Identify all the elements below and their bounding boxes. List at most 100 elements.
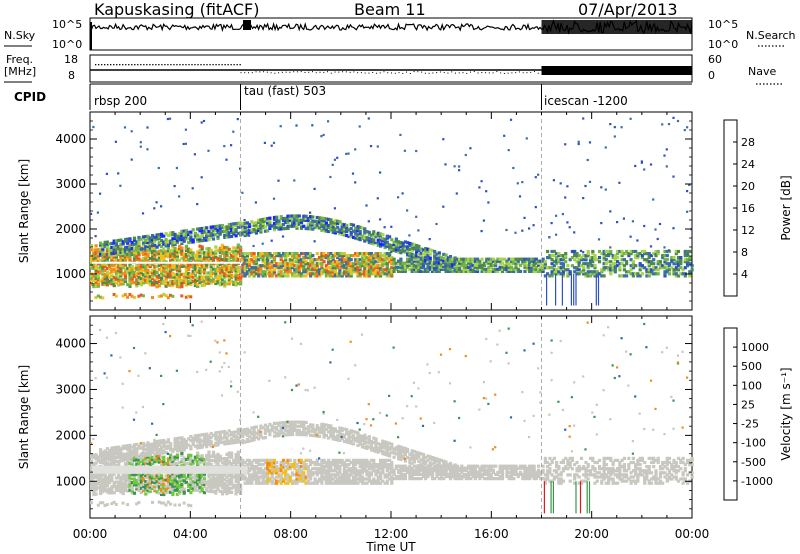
- data-pixel: [196, 451, 200, 455]
- data-pixel: [121, 264, 125, 268]
- data-pixel: [297, 262, 301, 266]
- data-pixel: [564, 256, 568, 260]
- data-pixel: [126, 266, 130, 270]
- data-pixel: [369, 254, 374, 258]
- data-pixel: [336, 254, 340, 258]
- data-pixel: [223, 272, 227, 276]
- data-pixel: [616, 221, 619, 224]
- data-pixel: [105, 475, 109, 480]
- data-pixel: [175, 461, 179, 465]
- data-pixel: [665, 249, 669, 254]
- data-pixel: [216, 275, 220, 279]
- data-pixel: [196, 484, 200, 488]
- data-pixel: [338, 228, 342, 232]
- data-pixel: [390, 256, 394, 260]
- data-pixel: [293, 224, 297, 228]
- data-pixel: [207, 249, 211, 253]
- data-pixel: [647, 264, 651, 268]
- data-pixel: [171, 237, 175, 241]
- data-pixel: [342, 272, 346, 276]
- data-pixel: [99, 265, 103, 269]
- data-pixel: [196, 268, 200, 272]
- data-pixel: [297, 218, 301, 222]
- data-pixel: [184, 244, 188, 248]
- data-pixel: [162, 501, 166, 505]
- data-pixel: [448, 257, 453, 261]
- data-pixel: [546, 274, 548, 306]
- nave-dot: [364, 72, 366, 74]
- data-pixel: [202, 119, 206, 123]
- data-pixel: [223, 432, 227, 436]
- data-pixel: [157, 235, 161, 239]
- data-pixel: [144, 254, 148, 258]
- data-pixel: [286, 270, 290, 274]
- data-pixel: [227, 233, 230, 236]
- nave-dot: [182, 64, 184, 66]
- data-pixel: [160, 492, 164, 496]
- data-pixel: [126, 474, 130, 479]
- data-pixel: [227, 225, 231, 229]
- data-pixel: [313, 264, 317, 268]
- data-pixel: [324, 217, 328, 221]
- data-pixel: [636, 254, 640, 258]
- data-pixel: [672, 175, 675, 178]
- data-pixel: [141, 277, 146, 281]
- data-pixel: [146, 268, 150, 273]
- data-pixel: [175, 484, 179, 488]
- data-pixel: [573, 274, 575, 306]
- data-pixel: [433, 263, 437, 267]
- data-pixel: [439, 267, 444, 271]
- data-pixel: [232, 282, 236, 286]
- data-pixel: [123, 239, 128, 244]
- data-pixel: [94, 453, 98, 457]
- data-pixel: [144, 241, 148, 245]
- data-pixel: [426, 259, 430, 263]
- data-pixel: [354, 262, 358, 266]
- data-pixel: [234, 224, 238, 228]
- data-pixel: [178, 446, 182, 451]
- data-pixel: [169, 476, 173, 480]
- data-pixel: [110, 245, 114, 250]
- data-pixel: [105, 248, 109, 252]
- data-pixel: [392, 259, 396, 263]
- data-pixel: [128, 254, 132, 258]
- data-pixel: [110, 448, 114, 452]
- data-pixel: [196, 438, 200, 442]
- data-pixel: [297, 220, 301, 224]
- data-pixel: [478, 263, 482, 267]
- data-pixel: [108, 481, 112, 485]
- data-pixel: [532, 261, 536, 265]
- nave-dot: [104, 64, 106, 66]
- data-pixel: [223, 225, 227, 229]
- data-pixel: [105, 252, 109, 256]
- data-pixel: [473, 269, 477, 273]
- data-pixel: [444, 163, 447, 166]
- data-pixel: [146, 455, 150, 459]
- data-pixel: [643, 258, 647, 262]
- data-pixel: [322, 270, 326, 274]
- data-pixel: [290, 224, 295, 228]
- data-pixel: [175, 258, 179, 262]
- data-pixel: [356, 233, 360, 237]
- data-pixel: [367, 260, 371, 264]
- data-pixel: [193, 436, 197, 440]
- data-pixel: [117, 251, 121, 255]
- data-pixel: [155, 270, 159, 275]
- data-pixel: [367, 236, 371, 240]
- data-pixel: [609, 123, 612, 126]
- data-pixel: [500, 267, 505, 271]
- data-pixel: [593, 274, 597, 278]
- data-pixel: [279, 264, 283, 268]
- data-pixel: [446, 260, 450, 264]
- data-pixel: [135, 253, 139, 258]
- data-pixel: [367, 258, 371, 262]
- data-pixel: [412, 245, 416, 249]
- data-pixel: [189, 460, 193, 464]
- data-pixel: [178, 248, 182, 252]
- data-pixel: [297, 254, 301, 258]
- data-pixel: [160, 265, 164, 269]
- data-pixel: [166, 247, 170, 251]
- data-pixel: [191, 488, 195, 492]
- data-pixel: [595, 258, 599, 262]
- data-pixel: [252, 223, 256, 227]
